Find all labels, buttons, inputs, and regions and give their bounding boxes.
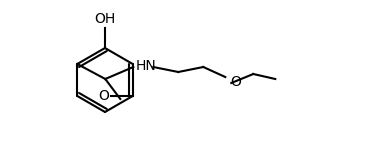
Text: OH: OH: [94, 12, 116, 26]
Text: HN: HN: [135, 59, 156, 73]
Text: O: O: [98, 89, 109, 103]
Text: O: O: [230, 75, 241, 89]
